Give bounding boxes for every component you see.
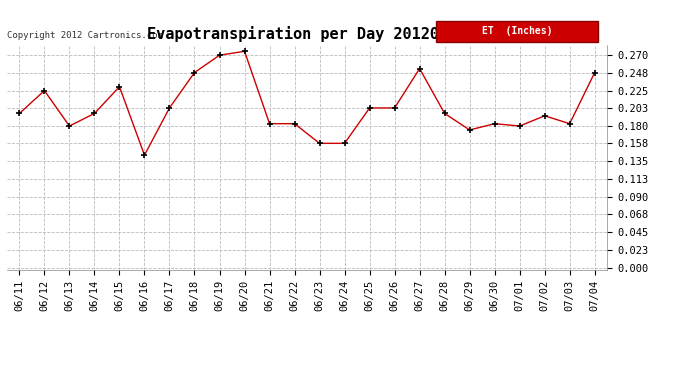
FancyBboxPatch shape bbox=[436, 21, 598, 42]
Text: ET  (Inches): ET (Inches) bbox=[482, 27, 553, 36]
Title: Evapotranspiration per Day 20120705: Evapotranspiration per Day 20120705 bbox=[148, 27, 466, 42]
Text: Copyright 2012 Cartronics.com: Copyright 2012 Cartronics.com bbox=[7, 32, 163, 40]
